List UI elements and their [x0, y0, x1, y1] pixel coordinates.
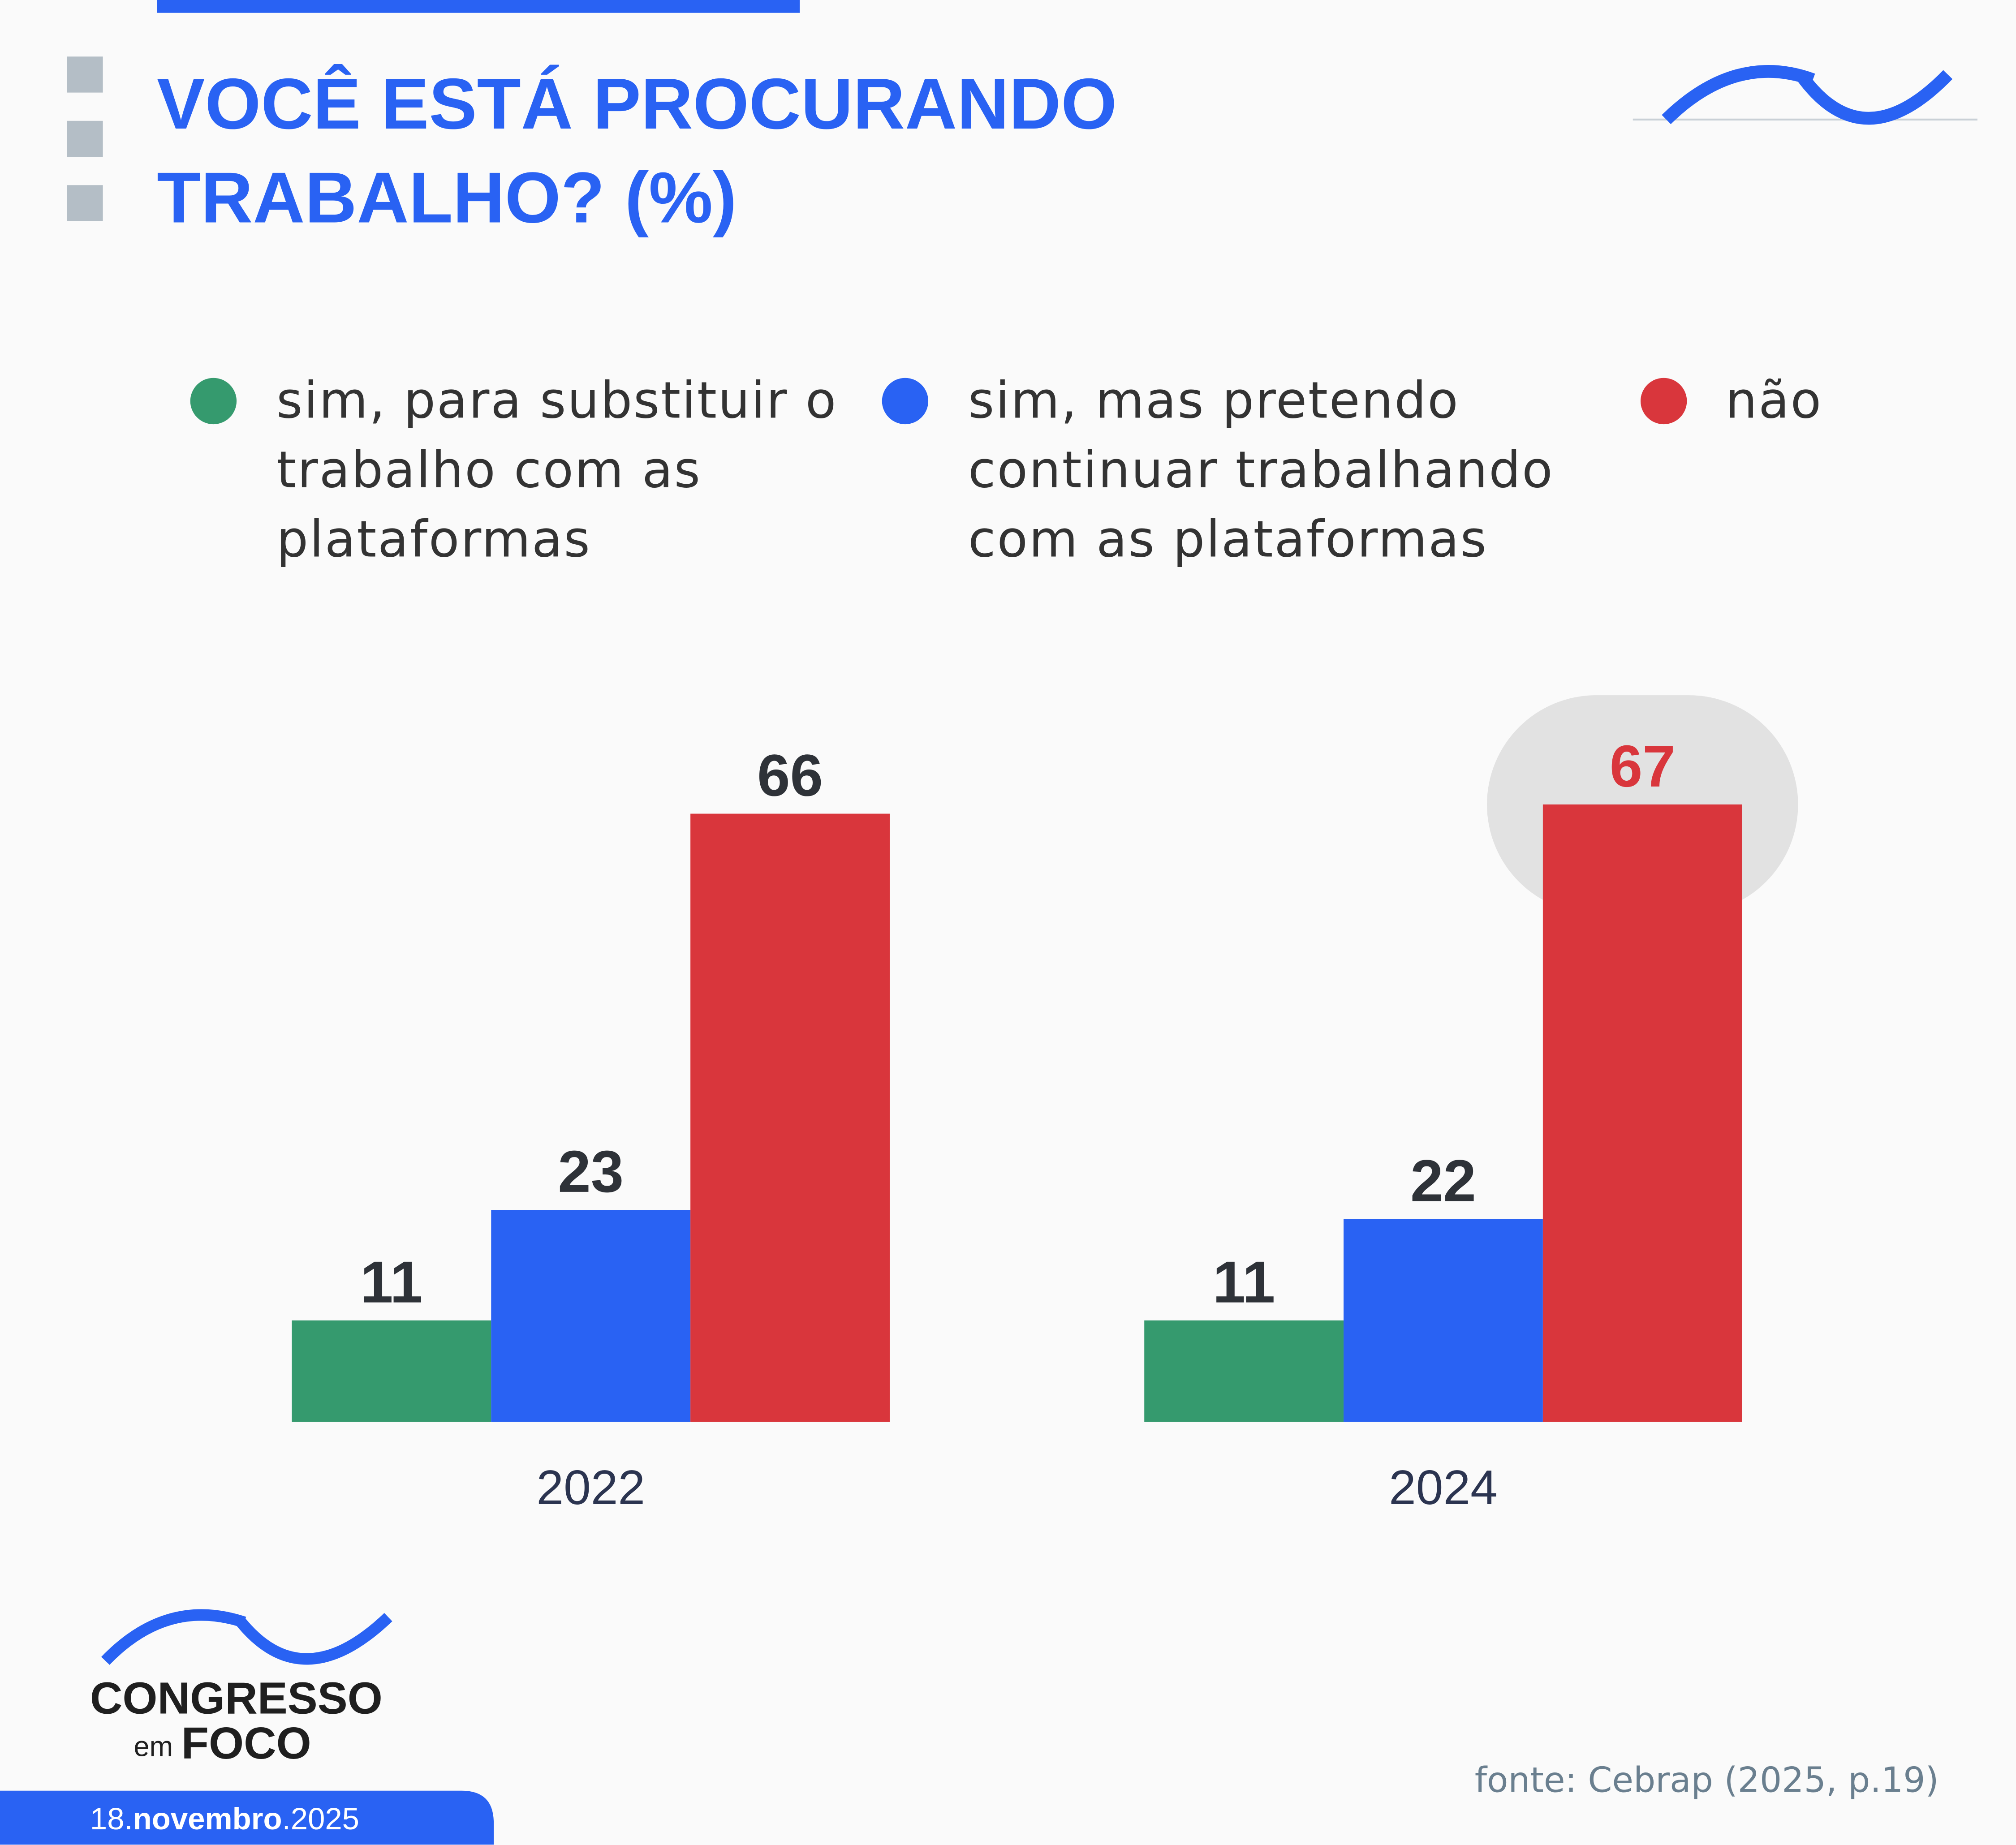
date: 18.novembro.2025 — [90, 1802, 359, 1838]
bar — [1344, 1219, 1543, 1422]
value-label: 66 — [757, 742, 823, 808]
logo-arc — [101, 1609, 246, 1665]
bar — [491, 1210, 691, 1422]
legend-label: não — [1725, 373, 1823, 431]
date-month: novembro — [133, 1802, 282, 1837]
decor-square — [67, 120, 103, 157]
legend-marker — [1640, 378, 1687, 425]
chart-title: VOCÊ ESTÁ PROCURANDO TRABALHO? (%) — [157, 63, 1117, 238]
value-label: 11 — [360, 1249, 423, 1315]
logo-small: em — [134, 1731, 173, 1762]
legend-marker — [190, 378, 237, 425]
value-label: 11 — [1213, 1249, 1275, 1315]
date-box — [0, 1790, 494, 1845]
value-label: 22 — [1410, 1147, 1476, 1213]
logo-arc — [1797, 70, 1953, 125]
logo-last: FOCO — [181, 1718, 311, 1768]
logo-arc — [234, 1613, 392, 1665]
bar — [690, 813, 890, 1422]
legend-marker — [882, 378, 929, 425]
bar — [1144, 1320, 1344, 1422]
date-day: 18. — [90, 1802, 133, 1837]
decor-square — [67, 185, 103, 221]
logo-name: CONGRESSO — [90, 1673, 383, 1724]
legend-label: sim, mas pretendo continuar trabalhando … — [968, 373, 1554, 570]
logo-arc — [1662, 65, 1815, 125]
x-tick-label: 2024 — [1389, 1460, 1498, 1515]
bar — [1542, 804, 1742, 1422]
value-label: 67 — [1610, 733, 1676, 799]
value-label: 23 — [558, 1138, 624, 1204]
legend-label: sim, para substituir o trabalho com as p… — [276, 373, 838, 570]
source: fonte: Cebrap (2025, p.19) — [1474, 1761, 1939, 1801]
x-tick-label: 2022 — [536, 1460, 645, 1515]
top-bar — [157, 0, 800, 13]
decor-square — [67, 56, 103, 93]
bar — [292, 1320, 491, 1422]
date-year: .2025 — [282, 1802, 360, 1837]
